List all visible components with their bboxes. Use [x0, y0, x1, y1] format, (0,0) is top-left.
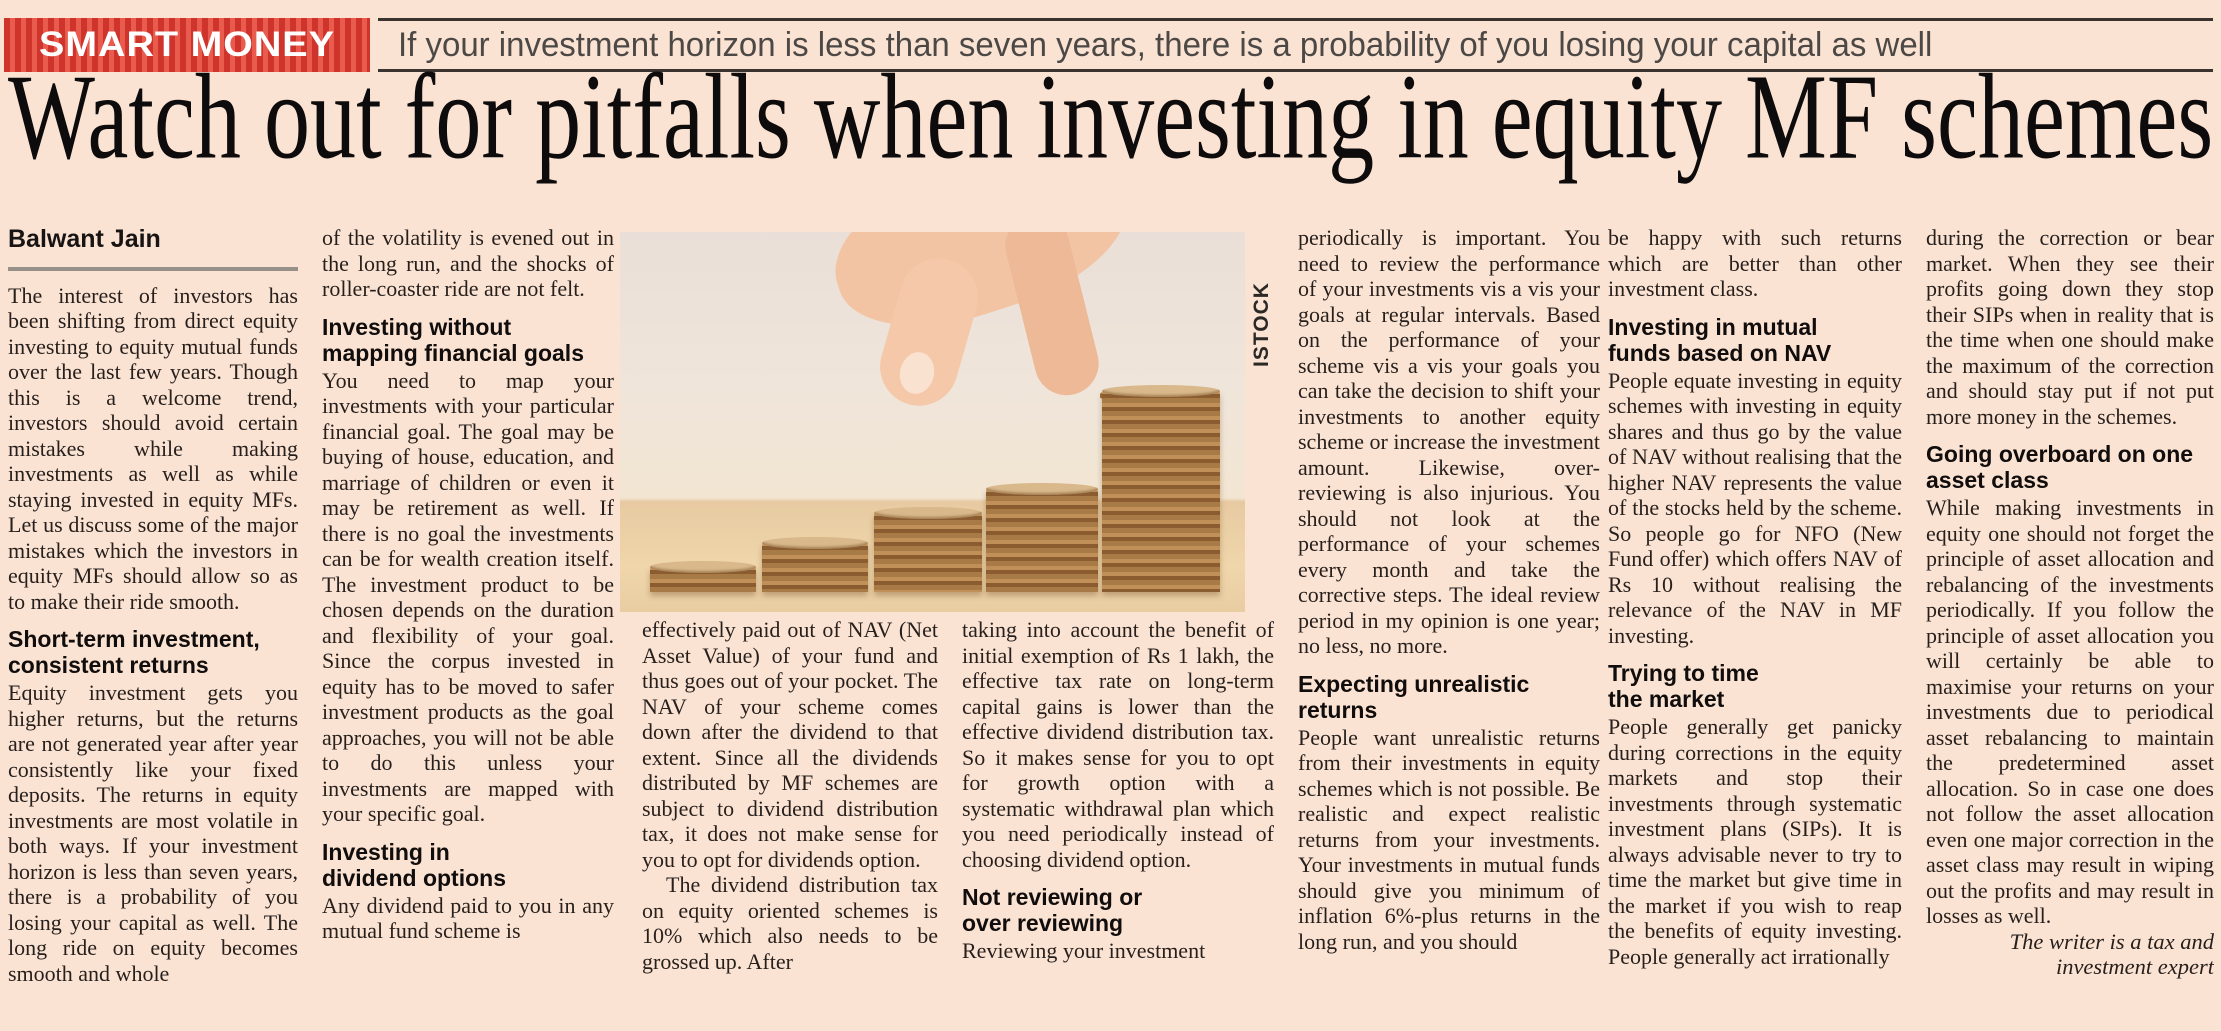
photo-credit: ISTOCK	[1250, 282, 1273, 367]
article-paragraph: The interest of investors has been shift…	[8, 282, 298, 614]
article-paragraph: periodically is important. You need to r…	[1298, 225, 1600, 658]
banner-label: SMART MONEY	[39, 25, 335, 64]
article-paragraph: Reviewing your investment	[962, 938, 1206, 963]
author-signoff: The writer is a tax and investment exper…	[2009, 928, 2214, 980]
article-paragraph: during the correction or bear market. Wh…	[1926, 225, 2214, 429]
article-column-2: of the volatility is evened out in the l…	[322, 225, 614, 1031]
section-heading: Trying to time the market	[1608, 660, 1759, 712]
headline-text: Watch out for pitfalls when investing in…	[8, 48, 2214, 185]
smart-money-banner: SMART MONEY	[4, 18, 370, 72]
section-heading: Investing without mapping financial goal…	[322, 313, 584, 366]
coin-stack-5	[1102, 385, 1220, 592]
article-paragraph: You need to map your investments with yo…	[322, 367, 614, 827]
article-column-7: during the correction or bear market. Wh…	[1926, 225, 2214, 1031]
article-headline: Watch out for pitfalls when investing in…	[8, 55, 2213, 196]
section-heading: Not reviewing or over reviewing	[962, 884, 1143, 936]
article-paragraph: People want unrealistic returns from the…	[1298, 724, 1600, 954]
hand-palm	[814, 232, 1146, 355]
article-column-3: effectively paid out of NAV (Net Asset V…	[642, 617, 938, 1031]
coin-stack-4	[986, 483, 1098, 592]
section-heading: Short-term investment, consistent return…	[8, 626, 260, 678]
banner-subtitle: If your investment horizon is less than …	[398, 25, 1933, 64]
coin-stack-3	[874, 507, 982, 592]
article-photo-coins	[620, 232, 1245, 612]
coin-stack-1	[650, 561, 756, 592]
article-paragraph: The dividend distribution tax on equity …	[642, 872, 938, 974]
article-paragraph: While making investments in equity one s…	[1926, 495, 2214, 928]
article-paragraph: Any dividend paid to you in any mutual f…	[322, 892, 614, 944]
coin-stack-2	[762, 537, 868, 592]
article-column-1: Balwant Jain The interest of investors ha…	[8, 225, 298, 1031]
article-paragraph: People equate investing in equity scheme…	[1608, 367, 1902, 648]
section-heading: Investing in dividend options	[322, 838, 506, 891]
section-heading: Expecting unrealistic returns	[1298, 670, 1530, 723]
article-column-5: periodically is important. You need to r…	[1298, 225, 1600, 1031]
section-heading: Investing in mutual funds based on NAV	[1608, 313, 1832, 366]
article-paragraph: taking into account the benefit of initi…	[962, 617, 1274, 872]
article-paragraph: effectively paid out of NAV (Net Asset V…	[642, 617, 938, 872]
article-paragraph: People generally get panicky during corr…	[1608, 714, 1902, 969]
article-column-4: taking into account the benefit of initi…	[962, 617, 1274, 1031]
byline: Balwant Jain	[8, 225, 298, 271]
article-column-6: be happy with such returns which are bet…	[1608, 225, 1902, 1031]
article-paragraph: be happy with such returns which are bet…	[1608, 225, 1902, 301]
article-paragraph: Equity investment gets you higher return…	[8, 680, 298, 986]
article-paragraph: of the volatility is evened out in the l…	[322, 225, 614, 301]
banner-subtitle-strip: If your investment horizon is less than …	[378, 18, 2213, 72]
section-heading: Going overboard on one asset class	[1926, 441, 2194, 493]
